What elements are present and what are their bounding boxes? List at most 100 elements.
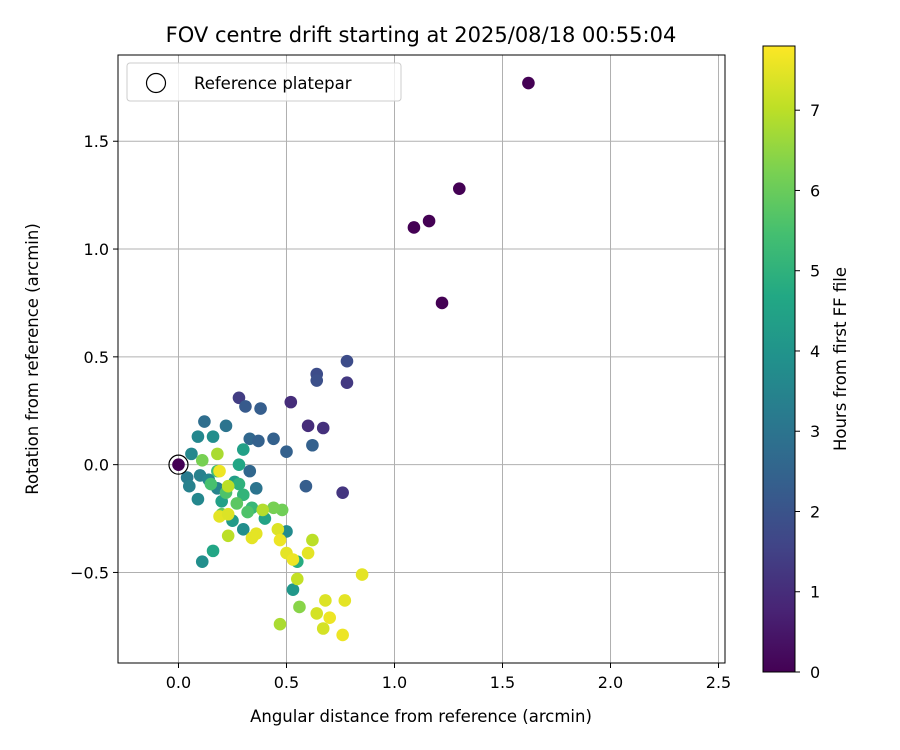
data-point-22 xyxy=(299,479,313,493)
colorbar-tick-label-2: 2 xyxy=(810,502,820,521)
data-point-20 xyxy=(280,445,293,459)
data-point-53 xyxy=(204,477,218,491)
x-tick-label-5: 2.5 xyxy=(706,673,731,692)
x-tick-label-2: 1.0 xyxy=(382,673,407,692)
data-point-11 xyxy=(232,391,246,405)
data-point-62 xyxy=(273,617,287,631)
data-point-18 xyxy=(252,434,265,448)
colorbar-tick-label-7: 7 xyxy=(810,101,820,120)
data-point-7 xyxy=(301,419,315,433)
data-point-61 xyxy=(293,600,306,614)
colorbar-tick-label-3: 3 xyxy=(810,422,820,441)
data-point-23 xyxy=(243,464,257,478)
data-point-78 xyxy=(355,568,369,581)
data-point-15 xyxy=(254,402,267,415)
data-point-5 xyxy=(172,458,185,471)
data-point-64 xyxy=(256,503,270,517)
colorbar-tick-label-5: 5 xyxy=(810,262,820,281)
data-point-43 xyxy=(236,523,250,536)
plot-background xyxy=(118,55,725,663)
x-tick-label-4: 2.0 xyxy=(598,673,623,692)
data-point-39 xyxy=(236,443,250,456)
x-tick-label-3: 1.5 xyxy=(490,673,515,692)
y-axis: −0.5 0.0 0.5 1.0 1.5 xyxy=(70,132,118,582)
data-point-12 xyxy=(340,354,354,368)
data-point-45 xyxy=(286,583,300,596)
data-point-63 xyxy=(221,529,235,543)
x-axis: 0.0 0.5 1.0 1.5 2.0 2.5 xyxy=(166,663,731,692)
data-point-73 xyxy=(271,523,285,536)
data-point-26 xyxy=(219,419,233,433)
data-point-27 xyxy=(191,430,205,443)
data-point-38 xyxy=(232,458,246,471)
data-point-72 xyxy=(249,527,263,540)
x-axis-label: Angular distance from reference (arcmin) xyxy=(250,707,592,726)
data-point-74 xyxy=(273,533,287,547)
y-tick-label-0: −0.5 xyxy=(70,563,109,582)
data-point-68 xyxy=(213,464,226,478)
data-point-76 xyxy=(286,553,300,566)
data-point-2 xyxy=(422,214,436,228)
legend: Reference platepar xyxy=(126,62,402,102)
data-point-14 xyxy=(310,374,324,387)
data-point-31 xyxy=(182,479,196,493)
data-point-80 xyxy=(319,594,332,607)
y-tick-label-4: 1.5 xyxy=(84,132,109,151)
plot-frame xyxy=(117,54,726,664)
data-point-24 xyxy=(249,482,263,495)
x-tick-label-0: 0.0 xyxy=(166,673,191,692)
chart-title: FOV centre drift starting at 2025/08/18 … xyxy=(166,23,677,47)
y-tick-label-1: 0.0 xyxy=(84,456,109,475)
data-point-36 xyxy=(195,555,209,568)
data-point-67 xyxy=(290,572,304,586)
data-point-1 xyxy=(453,182,466,195)
data-point-70 xyxy=(221,507,235,521)
data-point-84 xyxy=(336,628,349,642)
colorbar-ticks: 0 1 2 3 4 5 6 7 xyxy=(795,101,820,682)
data-point-65 xyxy=(221,479,235,493)
data-point-60 xyxy=(211,447,224,461)
data-point-4 xyxy=(435,296,449,310)
colorbar-gradient xyxy=(763,46,795,672)
colorbar-tick-label-1: 1 xyxy=(810,583,820,602)
data-point-66 xyxy=(306,533,319,547)
data-point-58 xyxy=(267,501,280,515)
data-point-3 xyxy=(407,221,421,234)
data-point-81 xyxy=(323,611,336,625)
data-point-9 xyxy=(336,486,349,499)
data-point-50 xyxy=(232,477,246,491)
y-tick-label-3: 1.0 xyxy=(84,240,109,259)
scatter-points xyxy=(172,76,535,642)
legend-reference-icon xyxy=(145,72,167,94)
data-point-56 xyxy=(230,497,244,510)
data-point-82 xyxy=(338,594,352,607)
data-point-28 xyxy=(206,430,220,443)
colorbar-tick-label-4: 4 xyxy=(810,342,820,361)
colorbar-label: Hours from first FF file xyxy=(831,267,850,451)
y-axis-label: Rotation from reference (arcmin) xyxy=(23,223,42,495)
y-tick-label-2: 0.5 xyxy=(84,348,109,367)
data-point-55 xyxy=(241,505,254,519)
data-point-0 xyxy=(522,76,535,90)
reference-marker xyxy=(168,454,189,475)
x-tick-label-1: 0.5 xyxy=(274,673,299,692)
data-point-59 xyxy=(195,454,209,467)
grid-lines xyxy=(118,55,725,663)
data-point-21 xyxy=(306,438,319,452)
data-point-29 xyxy=(185,447,198,461)
data-point-19 xyxy=(267,432,280,446)
data-point-79 xyxy=(310,607,324,620)
colorbar-tick-label-0: 0 xyxy=(810,663,820,682)
data-point-25 xyxy=(198,415,211,428)
colorbar: 0 1 2 3 4 5 6 7 xyxy=(762,45,820,682)
data-point-10 xyxy=(340,376,354,390)
data-point-83 xyxy=(316,622,330,635)
plot-area xyxy=(117,54,726,664)
data-point-6 xyxy=(284,395,298,409)
data-point-77 xyxy=(301,546,315,560)
data-point-8 xyxy=(316,421,330,435)
legend-box xyxy=(126,62,402,102)
data-point-16 xyxy=(239,400,252,413)
data-point-37 xyxy=(206,544,220,558)
